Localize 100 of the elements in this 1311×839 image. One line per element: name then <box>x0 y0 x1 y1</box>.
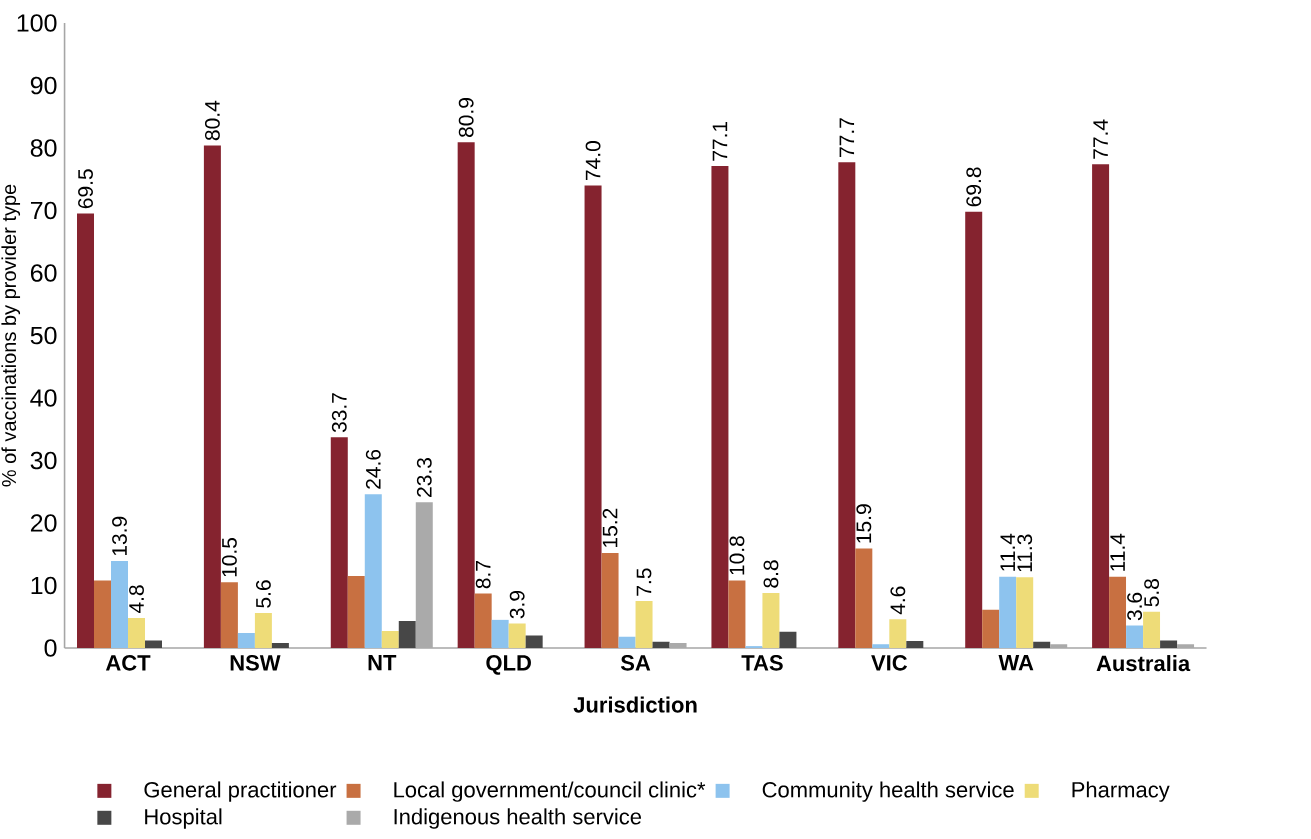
y-tick-label: 10 <box>31 576 57 595</box>
x-tick-label: VIC <box>871 655 908 671</box>
data-label: 77.4 <box>1093 119 1108 159</box>
y-tick-label: 100 <box>17 14 57 32</box>
bar <box>220 582 238 648</box>
data-label: 10.8 <box>729 536 745 575</box>
data-label: 74.0 <box>585 141 601 181</box>
data-label: 3.6 <box>1127 592 1143 621</box>
bar <box>347 576 365 648</box>
x-tick-label: TAS <box>741 655 783 671</box>
y-tick-label: 80 <box>30 139 57 157</box>
bar <box>381 631 399 648</box>
bar <box>330 437 348 648</box>
x-tick-label: ACT <box>105 655 151 671</box>
data-label: 4.8 <box>129 585 144 614</box>
data-label: 7.5 <box>636 568 652 596</box>
data-label: 13.9 <box>112 516 127 556</box>
bar <box>1143 611 1161 648</box>
data-label: 3.9 <box>509 591 525 619</box>
bar <box>965 211 983 648</box>
data-label: 4.6 <box>890 586 906 615</box>
legend-label: Hospital <box>145 808 222 829</box>
legend-label: Local government/council clinic* <box>394 781 706 802</box>
data-label: 69.8 <box>966 167 982 207</box>
y-tick-label: 50 <box>30 326 57 345</box>
bar <box>999 576 1017 648</box>
data-label: 69.5 <box>78 169 93 209</box>
bar <box>77 213 95 648</box>
bar <box>145 640 162 648</box>
bar <box>237 632 255 648</box>
legend-label: General practitioner <box>144 781 337 802</box>
x-tick-label: SA <box>620 655 651 671</box>
bar <box>508 623 526 648</box>
data-label: 8.8 <box>763 560 779 588</box>
bar <box>525 635 543 648</box>
x-tick-label: NT <box>368 655 397 671</box>
data-label: 5.6 <box>255 580 271 608</box>
legend-label: Indigenous health service <box>394 808 642 829</box>
bar <box>618 636 636 648</box>
legend-label: Community health service <box>762 781 1014 802</box>
bar <box>779 631 797 648</box>
y-tick-label: 0 <box>44 639 57 657</box>
bar <box>584 185 602 648</box>
data-label: 15.9 <box>856 504 872 543</box>
bar <box>111 561 129 648</box>
y-tick-label: 60 <box>30 264 57 282</box>
data-label: 11.4 <box>1000 533 1015 571</box>
bar <box>364 494 382 648</box>
bar <box>1126 625 1144 648</box>
bar <box>635 601 653 648</box>
bar <box>762 592 780 648</box>
bar <box>1092 164 1110 648</box>
bar <box>601 552 619 648</box>
y-tick-label: 70 <box>30 201 57 220</box>
bar <box>474 593 492 648</box>
y-tick-label: 90 <box>30 76 57 95</box>
data-label: 11.4 <box>1110 533 1125 571</box>
data-label: 77.1 <box>712 121 728 161</box>
y-tick-label: 20 <box>30 514 57 532</box>
bar <box>1160 640 1178 648</box>
x-tick-label: WA <box>998 655 1034 671</box>
data-label: 15.2 <box>602 508 618 547</box>
bar <box>128 617 146 648</box>
x-tick-label: Australia <box>1096 655 1191 672</box>
data-label: 11.3 <box>1017 534 1033 572</box>
bar <box>728 580 746 648</box>
y-tick-label: 40 <box>30 389 57 407</box>
data-label: 33.7 <box>331 393 347 433</box>
bar <box>94 580 112 648</box>
bar <box>711 166 729 648</box>
y-tick-label: 30 <box>30 451 57 470</box>
data-label: 5.8 <box>1144 579 1160 607</box>
bar <box>398 621 416 648</box>
y-axis-title: % of vaccinations by provider type <box>1 184 21 487</box>
x-tick-label: QLD <box>486 655 531 675</box>
bar <box>906 641 924 648</box>
bar <box>838 162 856 648</box>
data-label: 24.6 <box>365 449 381 489</box>
bar <box>271 642 289 648</box>
bar <box>652 641 670 648</box>
data-label: 23.3 <box>416 458 432 497</box>
bar <box>1033 641 1051 648</box>
data-label: 80.9 <box>458 98 474 138</box>
bar <box>203 145 221 648</box>
bar <box>1016 577 1034 648</box>
bar <box>855 548 873 648</box>
bar <box>872 644 890 648</box>
data-label: 8.7 <box>475 561 491 589</box>
x-tick-label: NSW <box>230 655 281 671</box>
bar <box>889 619 907 648</box>
bar <box>491 619 509 648</box>
bar <box>457 142 475 648</box>
bar <box>982 609 1000 648</box>
legend-label: Pharmacy <box>1072 781 1170 802</box>
data-label: 77.7 <box>839 118 855 157</box>
bar <box>254 612 272 648</box>
bar <box>1109 576 1127 648</box>
data-label: 80.4 <box>204 100 220 141</box>
data-label: 10.5 <box>221 537 237 577</box>
x-axis-title: Jurisdiction <box>573 696 697 713</box>
